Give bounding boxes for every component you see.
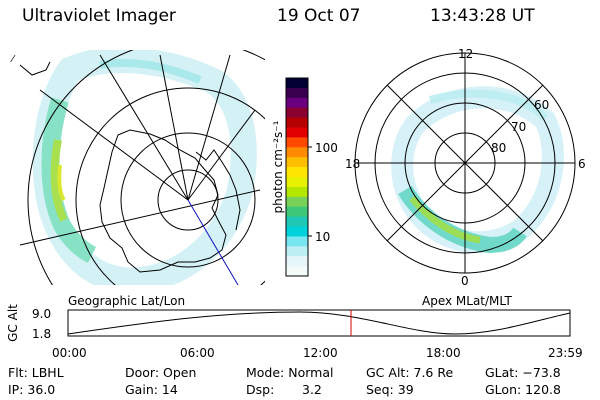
left-map-caption: Geographic Lat/Lon	[68, 294, 186, 308]
timeline-xtick-4: 23:59	[548, 346, 583, 360]
colorbar-segment	[286, 117, 308, 129]
mlt-label-0: 0	[461, 274, 469, 288]
colorbar-segment	[286, 246, 308, 257]
footer-glon: GLon: 120.8	[485, 382, 561, 397]
colorbar-segment	[286, 266, 308, 277]
footer-dsp-label: Dsp:	[246, 382, 275, 397]
timeline-ytick-low: 1.8	[32, 327, 52, 341]
colorbar-segment	[286, 127, 308, 138]
colorbar-axis-label: photon cm⁻²s⁻¹	[271, 120, 285, 214]
altitude-timeline	[67, 309, 571, 337]
colorbar-segment	[286, 147, 308, 158]
lat-label-60: 60	[534, 98, 550, 112]
time-text: 13:43:28 UT	[430, 6, 535, 26]
colorbar-segment	[286, 78, 308, 89]
colorbar	[285, 77, 312, 277]
mlt-label-6: 6	[578, 157, 586, 171]
colorbar-segment	[286, 177, 308, 188]
colorbar-frame	[285, 77, 309, 277]
colorbar-tick-100: 100	[315, 141, 338, 155]
continent-outline	[99, 129, 227, 273]
timeline-xtick-0: 00:00	[52, 346, 87, 360]
colorbar-segment	[286, 236, 308, 247]
footer-gain: Gain: 14	[125, 382, 178, 397]
lat-label-80: 80	[491, 141, 507, 155]
colorbar-segment	[286, 226, 308, 237]
footer-filter: Flt: LBHL	[8, 365, 64, 380]
colorbar-segment	[286, 87, 308, 99]
right-map	[354, 52, 576, 274]
footer-seq: Seq: 39	[366, 382, 414, 397]
colorbar-segment	[286, 137, 308, 148]
timeline-xtick-3: 18:00	[426, 346, 461, 360]
colorbar-segment	[286, 196, 308, 208]
colorbar-segment	[286, 157, 308, 168]
colorbar-segment	[286, 256, 308, 267]
lat-label-70: 70	[511, 120, 527, 134]
left-grid	[19, 50, 265, 285]
footer-ip: IP: 36.0	[8, 382, 56, 397]
colorbar-segment	[286, 107, 308, 119]
left-map-corner-mark: ⁄	[10, 54, 16, 65]
timeline-ylabel: GC Alt	[6, 304, 20, 342]
colorbar-segment	[286, 206, 308, 218]
footer-door: Door: Open	[125, 365, 197, 380]
timeline-xtick-2: 12:00	[303, 346, 338, 360]
footer-gc-alt: GC Alt: 7.6 Re	[366, 365, 454, 380]
footer-glat: GLat: −73.8	[485, 365, 561, 380]
timeline-xtick-1: 06:00	[180, 346, 215, 360]
colorbar-segment	[286, 216, 308, 228]
mlt-label-12: 12	[458, 47, 474, 61]
app-title: Ultraviolet Imager	[22, 6, 176, 26]
left-aurora	[32, 50, 257, 285]
mlt-label-18: 18	[345, 157, 361, 171]
left-map	[19, 50, 265, 285]
colorbar-segment	[286, 97, 308, 109]
timeline-ytick-high: 9.0	[32, 307, 52, 321]
date-text: 19 Oct 07	[277, 6, 361, 26]
footer-dsp-value: 3.2	[302, 382, 322, 397]
right-map-caption: Apex MLat/MLT	[422, 294, 512, 308]
colorbar-segment	[286, 186, 308, 198]
footer-mode: Mode: Normal	[246, 365, 334, 380]
colorbar-tick-10: 10	[315, 230, 331, 244]
colorbar-segment	[286, 167, 308, 178]
